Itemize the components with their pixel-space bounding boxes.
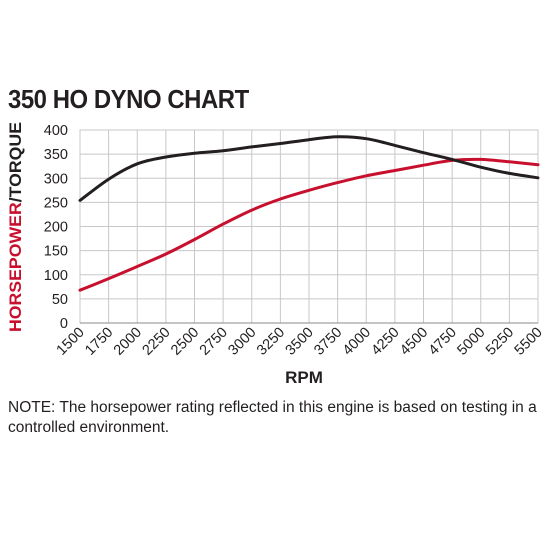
grid-lines	[79, 129, 539, 324]
x-tick-label: 2000	[111, 325, 145, 359]
x-tick-label: 3250	[254, 325, 288, 359]
y-tick-label: 100	[44, 268, 68, 284]
series-lines	[78, 135, 540, 292]
x-axis-label: RPM	[285, 368, 323, 387]
torque-line	[78, 135, 540, 202]
x-tick-label: 2250	[140, 325, 174, 359]
x-tick-label: 1750	[82, 325, 116, 359]
x-tick-label: 1500	[54, 325, 88, 359]
dyno-chart: 0 50 100 150 200 250 300 350 400 150017502000225…	[6, 122, 546, 387]
y-tick-label: 200	[44, 220, 68, 236]
horsepower-line	[78, 157, 540, 292]
disclaimer-note: NOTE: The horsepower rating reflected in…	[8, 399, 537, 436]
chart-title: 350 HO DYNO CHART	[8, 84, 249, 114]
y-tick-label: 150	[44, 244, 68, 260]
x-tick-label: 3750	[311, 325, 345, 359]
y-tick-label: 0	[60, 316, 68, 332]
x-tick-label: 4500	[397, 325, 431, 359]
x-tick-label: 3500	[283, 325, 317, 359]
x-tick-label: 5000	[454, 325, 488, 359]
x-tick-label: 4000	[340, 325, 374, 359]
x-tick-label: 2500	[168, 325, 202, 359]
y-axis-label: HORSEPOWER/TORQUE	[6, 122, 25, 332]
x-tick-label: 4250	[369, 325, 403, 359]
x-tick-labels: 1500175020002250250027503000325035003750…	[54, 325, 546, 359]
y-tick-label: 300	[44, 171, 68, 187]
y-tick-label: 400	[44, 123, 68, 139]
x-tick-label: 5500	[512, 325, 546, 359]
x-tick-label: 5250	[483, 325, 517, 359]
y-axis-label-horsepower: HORSEPOWER	[6, 202, 25, 332]
y-tick-label: 50	[52, 292, 68, 308]
x-tick-label: 2750	[197, 325, 231, 359]
x-tick-label: 3000	[225, 325, 259, 359]
y-tick-labels: 0 50 100 150 200 250 300 350 400	[44, 123, 68, 332]
y-tick-label: 250	[44, 195, 68, 211]
x-tick-label: 4750	[426, 325, 460, 359]
y-axis-label-torque: /TORQUE	[6, 122, 25, 202]
y-tick-label: 350	[44, 147, 68, 163]
